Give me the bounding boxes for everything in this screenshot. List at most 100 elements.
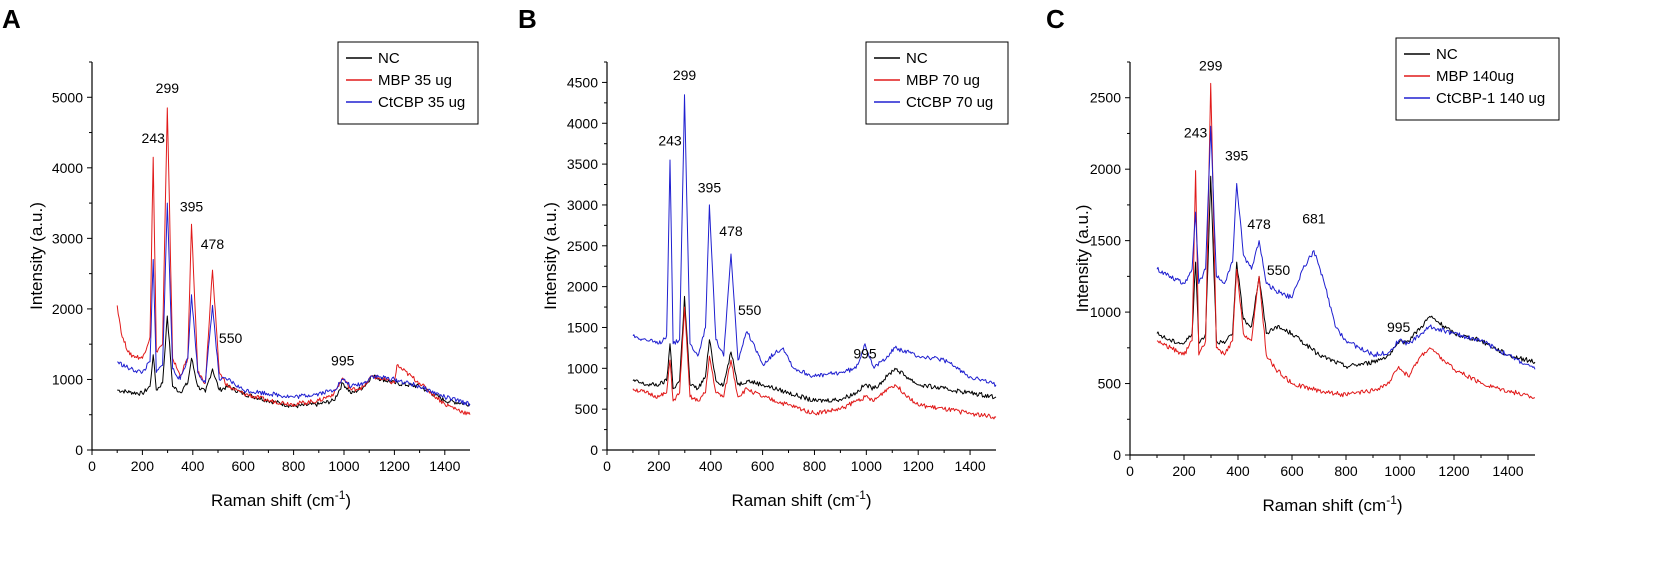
y-tick-label: 3000 [567,197,598,213]
legend: NC MBP 35 ug CtCBP 35 ug [337,41,479,125]
x-tick-label: 1200 [1438,463,1469,479]
y-axis-title: Intensity (a.u.) [27,202,46,310]
x-tick-label: 1200 [903,458,934,474]
legend-label: CtCBP 35 ug [378,94,465,111]
y-tick-label: 4500 [567,74,598,90]
y-tick-label: 0 [1113,447,1121,463]
peak-label: 299 [156,80,180,96]
x-tick-label: 600 [232,458,256,474]
x-tick-label: 400 [1226,463,1250,479]
x-tick-label: 0 [88,458,96,474]
x-axis-title: Raman shift (cm-1) [731,488,871,510]
series-line-ctcbp [117,202,471,407]
y-tick-label: 1000 [52,371,83,387]
chart-panel-B: B 0 200 400 600 800 1000 1200 1400 0 500 1000 1500 20… [518,4,1009,510]
series-line-nc [632,295,997,403]
legend-label: MBP 35 ug [378,72,452,89]
x-tick-label: 400 [181,458,205,474]
x-tick-label: 600 [751,458,775,474]
series-line-mbp [632,306,997,420]
y-tick-label: 2000 [1090,161,1121,177]
panel-letter: A [2,4,21,34]
x-tick-label: 1000 [851,458,882,474]
chart-panel-A: A 0 200 400 600 800 1000 1200 1400 0 1000 2000 3000 4… [2,4,479,510]
y-tick-label: 3000 [52,230,83,246]
panel-letter: C [1046,4,1065,34]
x-tick-label: 200 [131,458,155,474]
series-line-nc [117,315,470,409]
legend-label: NC [378,50,400,67]
peak-label: 550 [1267,262,1291,278]
x-tick-label: 400 [699,458,723,474]
peak-label: 550 [738,302,762,318]
legend-label: MBP 70 ug [906,72,980,89]
peak-label: 395 [1225,148,1249,164]
peak-label: 395 [180,199,204,215]
peak-label: 681 [1302,210,1326,226]
x-tick-label: 800 [282,458,306,474]
y-tick-label: 1000 [567,360,598,376]
y-tick-label: 4000 [567,115,598,131]
x-tick-label: 600 [1280,463,1304,479]
legend-box [1395,37,1560,121]
y-tick-label: 3500 [567,156,598,172]
x-tick-label: 1400 [1492,463,1523,479]
series-line-ctcbp [632,94,997,387]
legend-box [865,41,1009,125]
series-line-mbp [116,107,471,416]
peak-label: 550 [219,330,243,346]
series-line-nc [1156,175,1536,369]
legend: NC MBP 140ug CtCBP-1 140 ug [1395,37,1560,121]
peak-label: 995 [331,352,355,368]
peak-label: 478 [201,236,225,252]
y-axis-title: Intensity (a.u.) [1073,205,1092,313]
y-tick-label: 1500 [1090,233,1121,249]
y-tick-label: 2500 [1090,90,1121,106]
x-tick-label: 800 [803,458,827,474]
legend: NC MBP 70 ug CtCBP 70 ug [865,41,1009,125]
series-line-mbp [1156,82,1536,399]
legend-label: NC [1436,46,1458,63]
y-tick-label: 1000 [1090,304,1121,320]
peak-label: 243 [658,132,682,148]
y-tick-label: 5000 [52,89,83,105]
y-tick-label: 1500 [567,319,598,335]
series-line-ctcbp [1156,125,1536,370]
chart-panel-C: C 0 200 400 600 800 1000 1200 1400 0 500 1000 1500 20… [1046,4,1560,515]
peak-label: 243 [1184,125,1208,141]
peak-label: 395 [698,180,722,196]
x-tick-label: 1400 [429,458,460,474]
y-tick-label: 0 [590,442,598,458]
legend-box [337,41,479,125]
y-axis-title: Intensity (a.u.) [541,202,560,310]
x-tick-label: 1200 [379,458,410,474]
y-tick-label: 500 [575,401,599,417]
x-axis-title: Raman shift (cm-1) [1262,493,1402,515]
panel-letter: B [518,4,537,34]
x-tick-label: 1000 [328,458,359,474]
x-tick-label: 0 [1126,463,1134,479]
peak-label: 995 [1387,319,1411,335]
y-tick-label: 0 [75,442,83,458]
peak-label: 299 [673,67,697,83]
y-tick-label: 500 [1098,376,1122,392]
x-axis-title: Raman shift (cm-1) [211,488,351,510]
peak-label: 299 [1199,58,1223,74]
peak-label: 478 [719,223,743,239]
x-tick-label: 200 [1172,463,1196,479]
legend-label: NC [906,50,928,67]
y-tick-label: 2500 [567,238,598,254]
x-tick-label: 800 [1334,463,1358,479]
legend-label: CtCBP 70 ug [906,94,993,111]
x-tick-label: 1000 [1384,463,1415,479]
y-tick-label: 2000 [567,279,598,295]
y-tick-label: 2000 [52,301,83,317]
peak-label: 478 [1247,216,1271,232]
y-tick-label: 4000 [52,160,83,176]
x-tick-label: 1400 [954,458,985,474]
peak-label: 995 [853,346,877,362]
legend-label: CtCBP-1 140 ug [1436,90,1545,107]
legend-label: MBP 140ug [1436,68,1514,85]
peak-label: 243 [142,130,166,146]
